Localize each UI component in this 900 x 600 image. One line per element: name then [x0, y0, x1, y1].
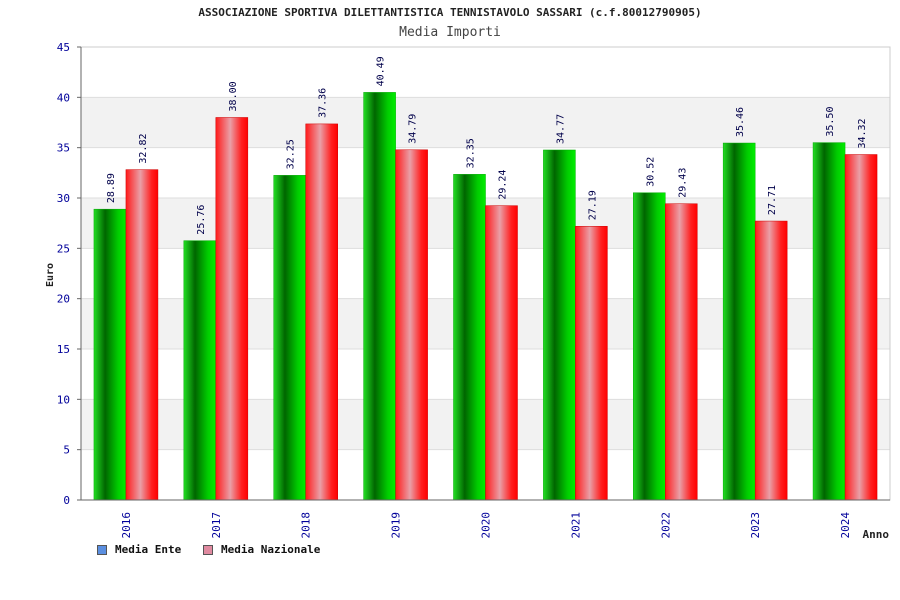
bar-value-label: 37.36 [318, 88, 329, 118]
legend-swatch-pink [203, 544, 213, 555]
bar-media-nazionale [215, 117, 249, 501]
bar-value-label: 30.52 [645, 157, 656, 187]
x-tick-label: 2023 [749, 512, 762, 539]
x-tick-label: 2017 [210, 512, 223, 539]
bar-value-label: 28.89 [106, 173, 117, 203]
x-tick-label: 2016 [120, 512, 133, 539]
grid-band [81, 47, 890, 98]
bar-media-ente [363, 92, 396, 501]
y-tick-label: 15 [57, 343, 70, 356]
bar-media-nazionale [125, 169, 159, 501]
bar-value-label: 25.76 [196, 205, 207, 235]
bar-media-ente [722, 142, 756, 501]
legend-swatch-blue [97, 544, 107, 555]
x-tick-label: 2024 [839, 512, 852, 539]
y-tick-label: 5 [63, 444, 70, 457]
x-tick-label: 2021 [569, 512, 582, 539]
bar-media-nazionale [665, 203, 698, 501]
bar-value-label: 34.32 [857, 118, 868, 148]
bar-media-nazionale [844, 154, 878, 501]
legend-item-media-nazionale: Media Nazionale [203, 543, 320, 556]
bars-group [93, 92, 878, 501]
y-axis: 0 5 10 15 20 25 30 35 40 45 [57, 41, 82, 507]
y-tick-label: 30 [57, 192, 70, 205]
legend-label-media-nazionale: Media Nazionale [221, 543, 321, 556]
bar-value-label: 35.46 [735, 107, 746, 137]
bar-value-label: 32.82 [138, 134, 149, 164]
chart-subtitle: Media Importi [399, 25, 501, 40]
x-tick-label: 2020 [480, 512, 493, 539]
bar-value-label: 27.19 [587, 190, 598, 220]
bar-media-nazionale [754, 220, 788, 501]
x-axis-label: Anno [863, 528, 890, 541]
bar-media-ente [273, 175, 306, 501]
bar-value-label: 34.79 [408, 114, 419, 144]
bar-media-nazionale [305, 123, 338, 501]
y-tick-label: 25 [57, 242, 70, 255]
legend-item-media-ente: Media Ente [97, 543, 181, 556]
x-axis: 2016 2017 2018 2019 2020 2021 2022 2023 2024 [81, 499, 890, 539]
bar-media-ente [183, 240, 217, 501]
bar-media-nazionale [395, 149, 428, 501]
x-tick-label: 2018 [300, 512, 313, 539]
y-axis-label: Euro [45, 263, 56, 287]
y-tick-label: 35 [57, 142, 70, 155]
bar-value-label: 34.77 [555, 114, 566, 144]
y-tick-label: 0 [63, 494, 70, 507]
bar-value-label: 32.25 [286, 139, 297, 169]
y-tick-label: 20 [57, 293, 70, 306]
legend-label-media-ente: Media Ente [115, 543, 182, 556]
bar-media-ente [633, 192, 666, 501]
bar-media-nazionale [575, 226, 608, 501]
y-tick-label: 45 [57, 41, 70, 54]
y-tick-label: 40 [57, 91, 70, 104]
bar-media-ente [543, 149, 576, 501]
value-labels: 28.89 32.82 25.76 38.00 32.25 37.36 40.49 34.79… [106, 56, 868, 234]
grid-band [81, 97, 890, 148]
bar-value-label: 29.24 [498, 170, 509, 200]
bar-value-label: 38.00 [228, 81, 239, 111]
x-tick-label: 2019 [390, 512, 403, 539]
bar-media-ente [93, 208, 127, 501]
y-tick-label: 10 [57, 393, 70, 406]
x-tick-label: 2022 [659, 512, 672, 539]
bar-value-label: 27.71 [767, 185, 778, 215]
bar-value-label: 40.49 [376, 56, 387, 86]
bar-media-nazionale [485, 205, 518, 501]
bar-value-label: 35.50 [825, 107, 836, 137]
bar-media-ente [453, 174, 486, 501]
bar-value-label: 32.35 [466, 138, 477, 168]
bar-media-ente [812, 142, 846, 501]
bar-value-label: 29.43 [677, 168, 688, 198]
page-title: ASSOCIAZIONE SPORTIVA DILETTANTISTICA TE… [198, 6, 702, 19]
